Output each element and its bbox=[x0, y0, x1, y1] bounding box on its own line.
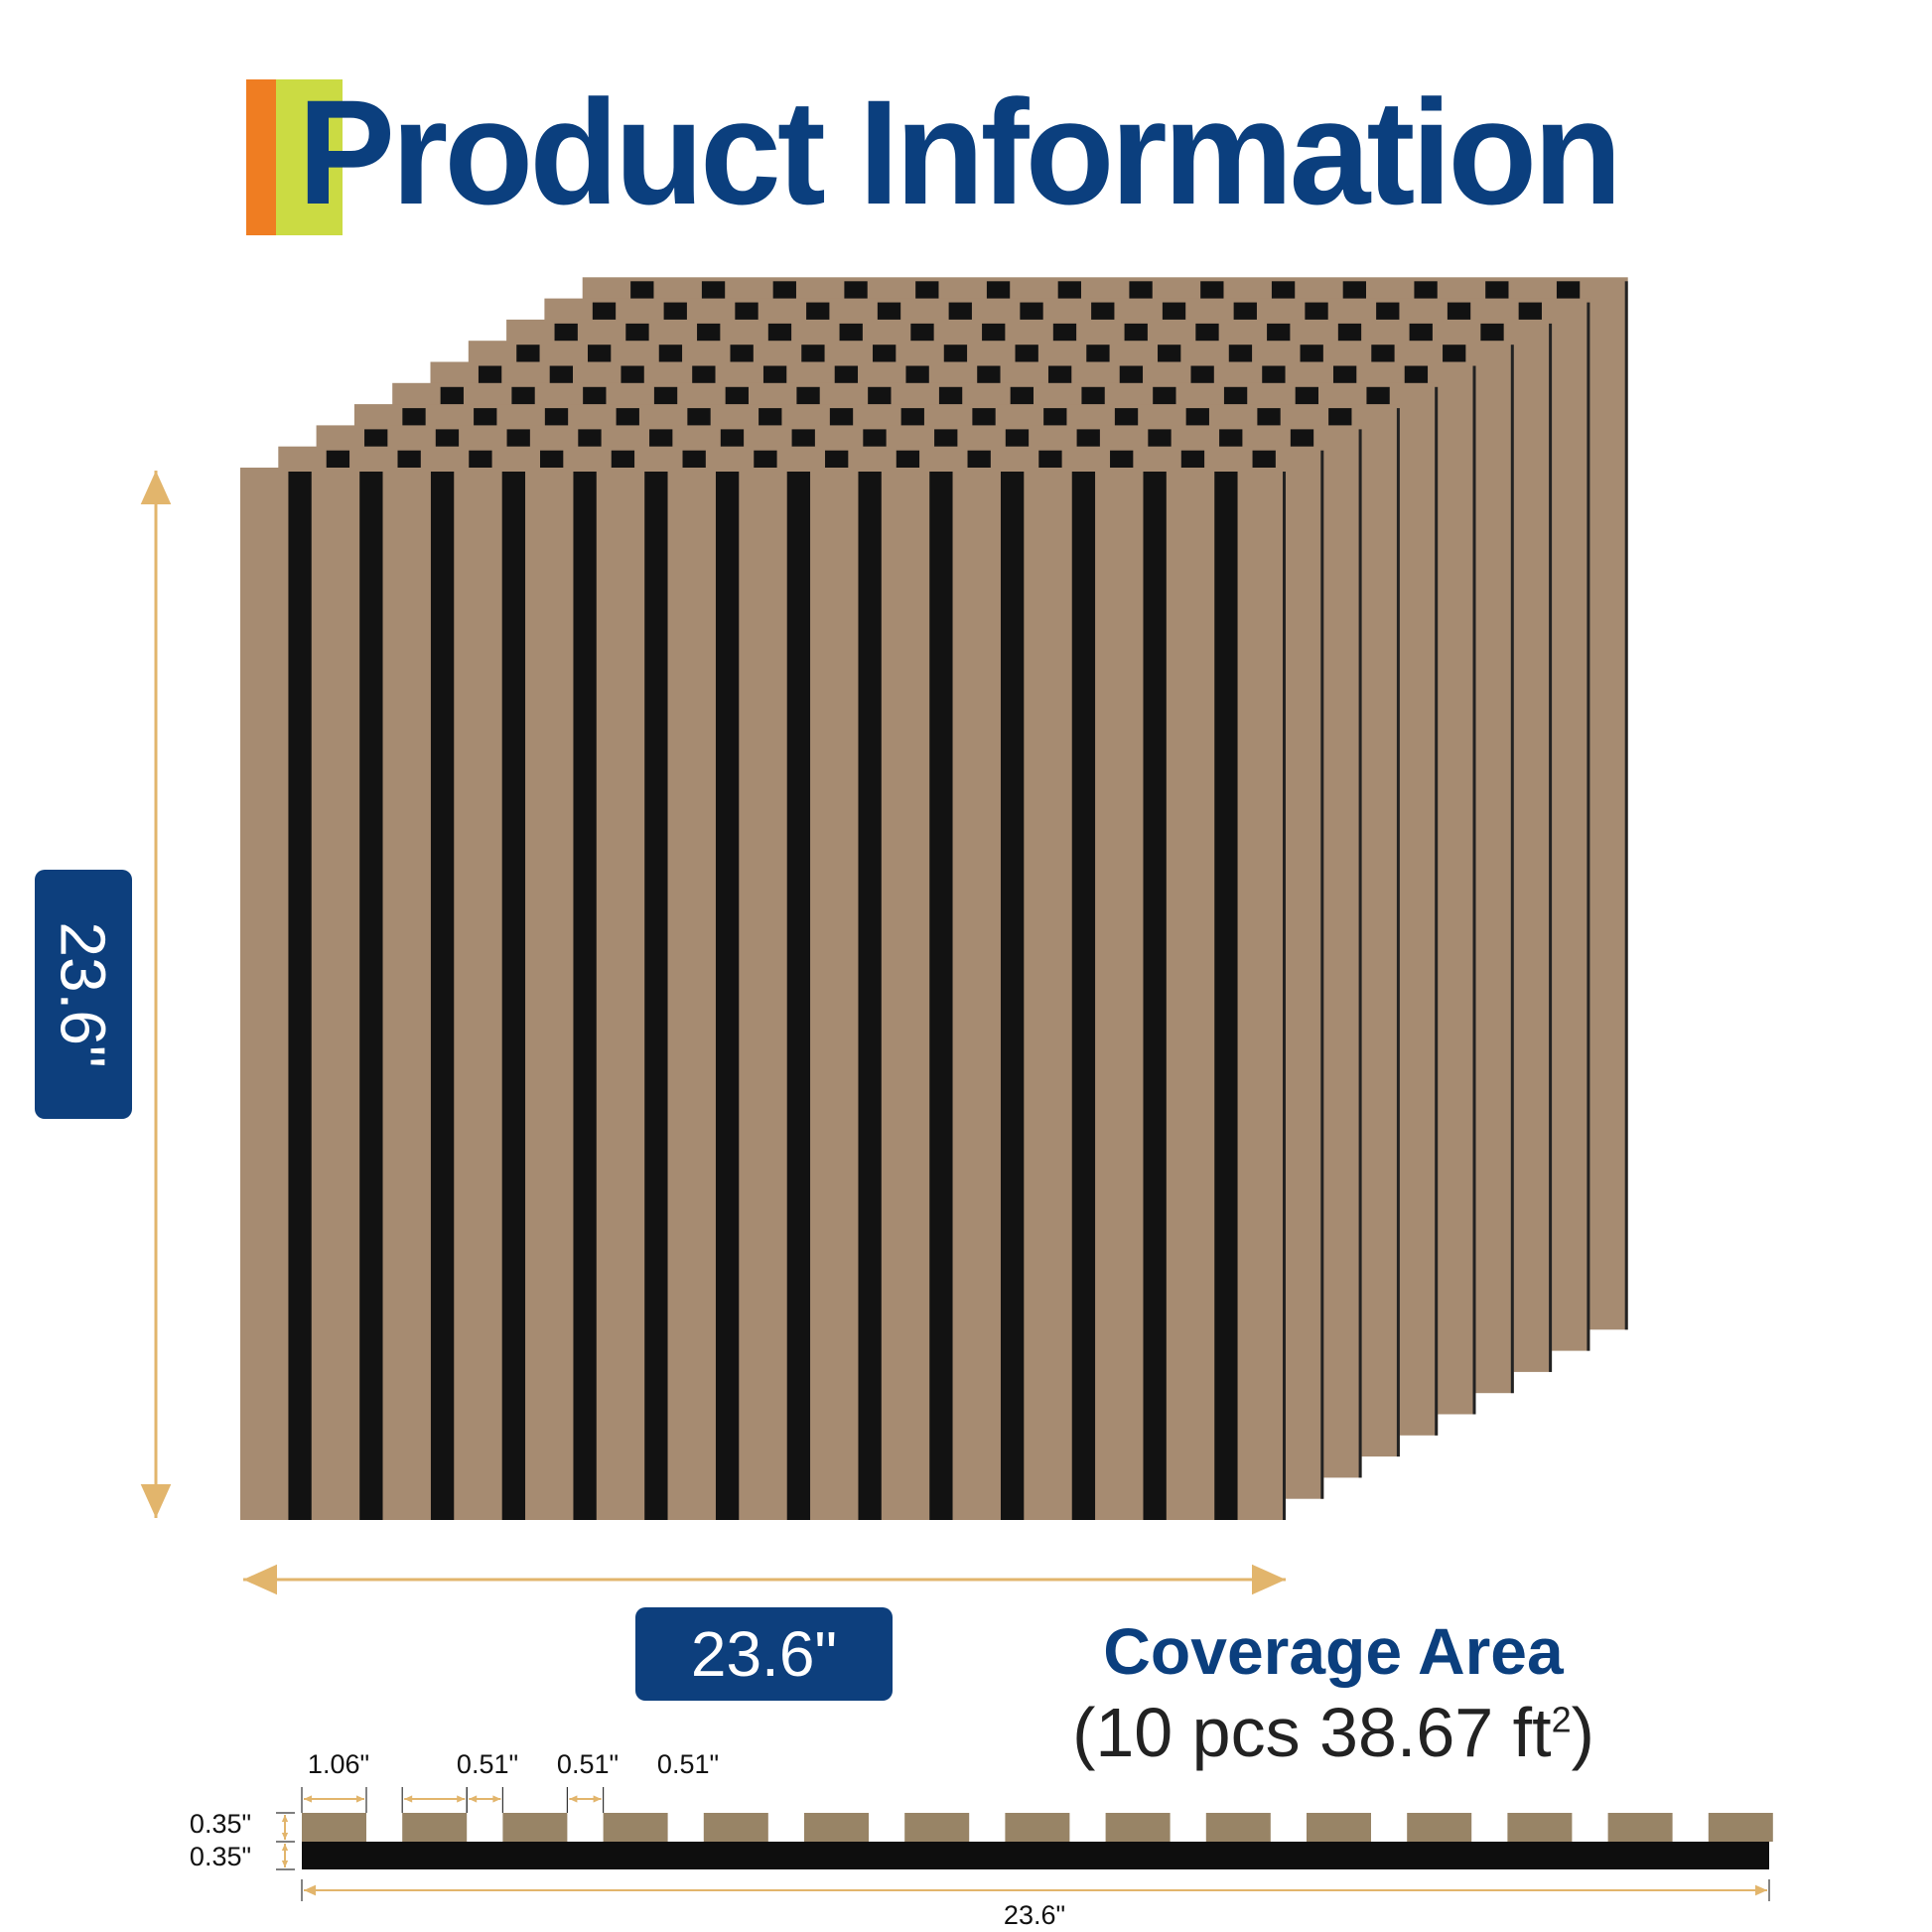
panel-groove bbox=[1143, 472, 1167, 1520]
span-arrow bbox=[304, 1795, 364, 1803]
slat-thickness-label: 0.35" bbox=[189, 1809, 252, 1839]
gap-label: 0.51" bbox=[556, 1749, 620, 1779]
panel-groove bbox=[1071, 472, 1096, 1520]
arrowhead-icon bbox=[569, 1795, 578, 1803]
coverage-superscript: 2 bbox=[1551, 1699, 1572, 1740]
panel-edge bbox=[1435, 386, 1439, 1436]
arrowhead-icon bbox=[1252, 1564, 1286, 1595]
arrowhead-icon bbox=[304, 1884, 316, 1896]
panel-groove bbox=[288, 472, 312, 1520]
height-label: 23.6" bbox=[48, 920, 119, 1068]
height-arrow bbox=[140, 471, 172, 1518]
arrowhead-icon bbox=[457, 1795, 466, 1803]
panel-edge bbox=[1283, 472, 1286, 1520]
profile-slat bbox=[1307, 1813, 1371, 1842]
gap-label: 0.51" bbox=[656, 1749, 720, 1779]
profile-slat bbox=[1105, 1813, 1171, 1842]
panel-groove bbox=[715, 472, 740, 1520]
profile-slat bbox=[302, 1813, 366, 1842]
gap-label: 0.51" bbox=[456, 1749, 519, 1779]
arrowhead-icon bbox=[356, 1795, 364, 1803]
panel-edge bbox=[1358, 429, 1362, 1478]
height-label-badge: 23.6" bbox=[35, 870, 132, 1119]
arrowhead-icon bbox=[281, 1833, 289, 1840]
slat-width-label: 1.06" bbox=[307, 1749, 370, 1779]
profile-slat bbox=[502, 1813, 568, 1842]
panel-edge bbox=[1549, 323, 1553, 1372]
panel-edge bbox=[1320, 450, 1324, 1499]
dimension-arrows bbox=[140, 471, 1767, 1896]
panel-groove bbox=[573, 472, 597, 1520]
coverage-detail: (10 pcs 38.67 ft2) bbox=[986, 1693, 1681, 1772]
profile-slat bbox=[402, 1813, 468, 1842]
profile-slat bbox=[703, 1813, 768, 1842]
panel-groove bbox=[1214, 472, 1238, 1520]
span-arrow bbox=[569, 1795, 602, 1803]
panel-groove bbox=[1000, 472, 1025, 1520]
arrowhead-icon bbox=[140, 1484, 172, 1518]
profile-slat bbox=[1407, 1813, 1472, 1842]
panel-edge bbox=[1396, 408, 1400, 1457]
panel-groove bbox=[501, 472, 526, 1520]
panel-groove bbox=[430, 472, 455, 1520]
page-title: Product Information bbox=[298, 69, 1622, 235]
profile-slat bbox=[804, 1813, 869, 1842]
arrowhead-icon bbox=[281, 1861, 289, 1867]
width-arrow bbox=[243, 1564, 1286, 1595]
coverage-title: Coverage Area bbox=[1103, 1614, 1564, 1688]
width-label-badge: 23.6" bbox=[635, 1607, 893, 1701]
coverage-suffix: ) bbox=[1571, 1694, 1594, 1771]
total-width-label: 23.6" bbox=[1003, 1900, 1066, 1930]
profile-slat bbox=[1005, 1813, 1070, 1842]
arrowhead-icon bbox=[140, 471, 172, 504]
panel-edge bbox=[1472, 365, 1476, 1415]
panel-stack bbox=[240, 277, 1628, 1520]
width-label: 23.6" bbox=[690, 1618, 838, 1690]
accent-bar-orange bbox=[246, 79, 276, 235]
backing-thickness-label: 0.35" bbox=[189, 1842, 252, 1871]
thickness-arrow bbox=[281, 1844, 289, 1867]
panel-groove bbox=[644, 472, 668, 1520]
panel-groove bbox=[929, 472, 953, 1520]
panel-groove bbox=[786, 472, 811, 1520]
arrowhead-icon bbox=[281, 1844, 289, 1851]
accent-bar-green bbox=[276, 79, 343, 235]
panel-wood-face bbox=[240, 468, 1286, 1520]
profile-backing bbox=[302, 1842, 1769, 1869]
acoustic-panel bbox=[240, 468, 1286, 1520]
profile-slat bbox=[1708, 1813, 1773, 1842]
arrowhead-icon bbox=[243, 1564, 277, 1595]
profile-slat bbox=[904, 1813, 970, 1842]
profile-slat bbox=[603, 1813, 668, 1842]
profile-slat bbox=[1607, 1813, 1673, 1842]
panel-edge bbox=[1510, 345, 1514, 1394]
arrowhead-icon bbox=[469, 1795, 478, 1803]
arrowhead-icon bbox=[492, 1795, 501, 1803]
span-arrow bbox=[469, 1795, 501, 1803]
span-arrow bbox=[404, 1795, 466, 1803]
coverage-value: (10 pcs 38.67 ft bbox=[1072, 1694, 1552, 1771]
profile-slat bbox=[1205, 1813, 1271, 1842]
panel-edge bbox=[1624, 281, 1628, 1330]
arrowhead-icon bbox=[304, 1795, 312, 1803]
profile-diagram bbox=[276, 1787, 1773, 1901]
profile-slat bbox=[1507, 1813, 1573, 1842]
thickness-arrow bbox=[281, 1815, 289, 1840]
arrowhead-icon bbox=[593, 1795, 602, 1803]
arrowhead-icon bbox=[1755, 1884, 1767, 1896]
arrowhead-icon bbox=[281, 1815, 289, 1822]
panel-groove bbox=[858, 472, 882, 1520]
panel-groove bbox=[359, 472, 383, 1520]
panel-edge bbox=[1587, 302, 1590, 1351]
total-width-arrow bbox=[304, 1884, 1767, 1896]
arrowhead-icon bbox=[404, 1795, 413, 1803]
